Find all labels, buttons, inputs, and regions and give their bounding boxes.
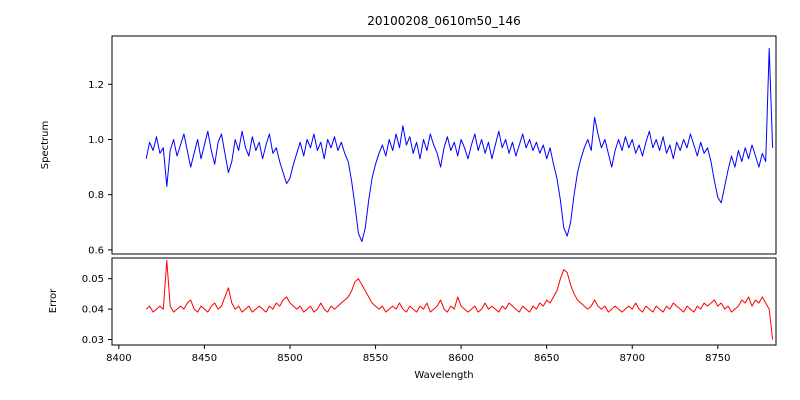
y-tick-label: 1.0 bbox=[88, 135, 104, 146]
error-line bbox=[145, 259, 774, 340]
x-tick-label: 8650 bbox=[534, 353, 559, 364]
x-tick-label: 8400 bbox=[106, 353, 131, 364]
y-tick-label: 0.6 bbox=[88, 245, 104, 256]
y-tick-label: 1.2 bbox=[88, 80, 104, 91]
y-axis-label-error: Error bbox=[48, 288, 59, 313]
x-tick-label: 8450 bbox=[192, 353, 217, 364]
plot-layer: 0.6 0.8 1.0 1.2 0.03 0.04 0.05 8400 8450 8500 8550… bbox=[82, 35, 777, 364]
y-tick-label: 0.05 bbox=[82, 274, 104, 285]
y-tick-label: 0.8 bbox=[88, 190, 104, 201]
axes-frame-0 bbox=[111, 35, 777, 255]
x-tick-label: 8600 bbox=[448, 353, 473, 364]
x-axis-label: Wavelength bbox=[414, 370, 473, 381]
y-tick-label: 0.04 bbox=[82, 305, 104, 316]
axes-frame-1 bbox=[111, 257, 777, 346]
chart-title: 20100208_0610m50_146 bbox=[367, 14, 520, 28]
y-axis-label-spectrum: Spectrum bbox=[40, 121, 51, 169]
x-tick-label: 8700 bbox=[620, 353, 645, 364]
x-tick-label: 8550 bbox=[363, 353, 388, 364]
spectrum-line bbox=[145, 47, 774, 243]
y-tick-label: 0.03 bbox=[82, 335, 104, 346]
x-tick-label: 8750 bbox=[705, 353, 730, 364]
x-tick-label: 8500 bbox=[277, 353, 302, 364]
